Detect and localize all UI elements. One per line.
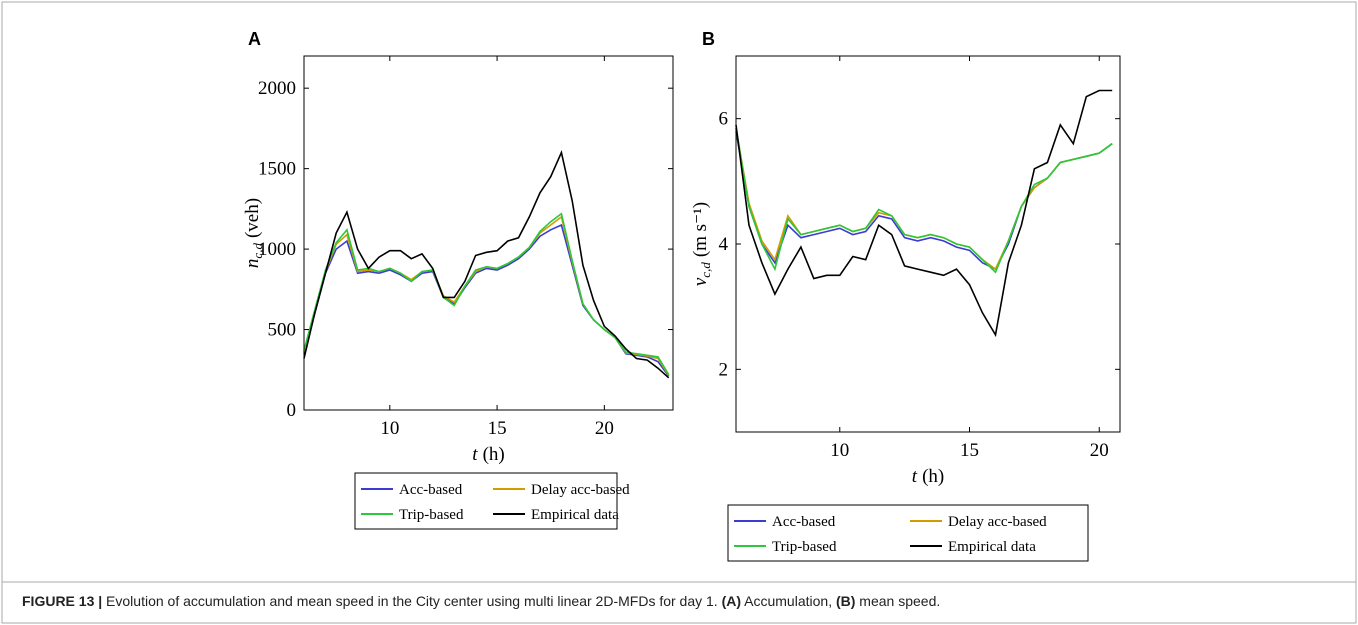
x-label-unit: (h) xyxy=(922,466,944,487)
panel-label: B xyxy=(702,29,715,49)
y-tick-label: 1500 xyxy=(258,159,296,180)
x-tick-label: 15 xyxy=(488,418,507,439)
x-axis-label: t (h) xyxy=(912,466,944,487)
y-tick-label: 500 xyxy=(268,320,297,341)
legend-label: Delay acc-based xyxy=(948,514,1047,530)
caption-text: FIGURE 13 | xyxy=(22,593,103,609)
data-line xyxy=(735,127,1113,271)
data-line xyxy=(735,131,1113,271)
x-tick-label: 10 xyxy=(380,418,399,439)
y-tick-label: 4 xyxy=(719,234,729,255)
caption: FIGURE 13 | Evolution of accumulation an… xyxy=(22,593,940,609)
y-axis-label: vc,d (m s⁻¹) xyxy=(690,202,713,286)
y-tick-label: 2 xyxy=(719,359,729,380)
x-tick-label: 20 xyxy=(1090,440,1109,461)
x-label-symbol: t xyxy=(912,466,918,487)
y-label-subscript: c,d xyxy=(698,262,713,278)
legend-box xyxy=(727,504,1089,562)
caption-text: mean speed. xyxy=(855,593,941,609)
caption-text: Accumulation, xyxy=(741,593,836,609)
caption-text: (B) xyxy=(835,593,856,609)
y-label-symbol: v xyxy=(690,277,711,286)
panel-label: A xyxy=(248,29,261,49)
legend-label: Empirical data xyxy=(531,507,619,523)
caption-text: Evolution of accumulation and mean speed… xyxy=(102,593,722,609)
y-label-unit: (veh) xyxy=(242,198,263,238)
data-line xyxy=(303,149,670,379)
data-line xyxy=(735,127,1113,274)
legend-label: Trip-based xyxy=(399,507,464,523)
data-line xyxy=(735,89,1113,338)
y-tick-label: 6 xyxy=(719,109,729,130)
y-label-subscript: c,d xyxy=(250,243,265,259)
y-label-unit: (m s⁻¹) xyxy=(690,202,711,257)
x-axis-label: t (h) xyxy=(472,444,504,465)
legend-label: Acc-based xyxy=(772,514,836,530)
legend-label: Acc-based xyxy=(399,482,463,498)
x-label-symbol: t xyxy=(472,444,478,465)
data-line xyxy=(303,212,670,376)
legend-label: Empirical data xyxy=(948,539,1036,555)
x-label-unit: (h) xyxy=(483,444,505,465)
data-line xyxy=(303,215,670,376)
y-tick-label: 1000 xyxy=(258,239,296,260)
y-tick-label: 2000 xyxy=(258,78,296,99)
y-tick-label: 0 xyxy=(287,400,297,421)
legend-label: Trip-based xyxy=(772,539,837,555)
x-tick-label: 20 xyxy=(595,418,614,439)
legend-label: Delay acc-based xyxy=(531,482,630,498)
legend-box xyxy=(354,472,618,530)
x-tick-label: 10 xyxy=(830,440,849,461)
y-label-symbol: n xyxy=(242,259,263,269)
plot-frame xyxy=(303,55,674,411)
x-tick-label: 15 xyxy=(960,440,979,461)
data-line xyxy=(303,223,670,377)
y-axis-label: nc,d (veh) xyxy=(242,198,265,268)
caption-text: (A) xyxy=(721,593,742,609)
plot-frame xyxy=(735,55,1121,433)
